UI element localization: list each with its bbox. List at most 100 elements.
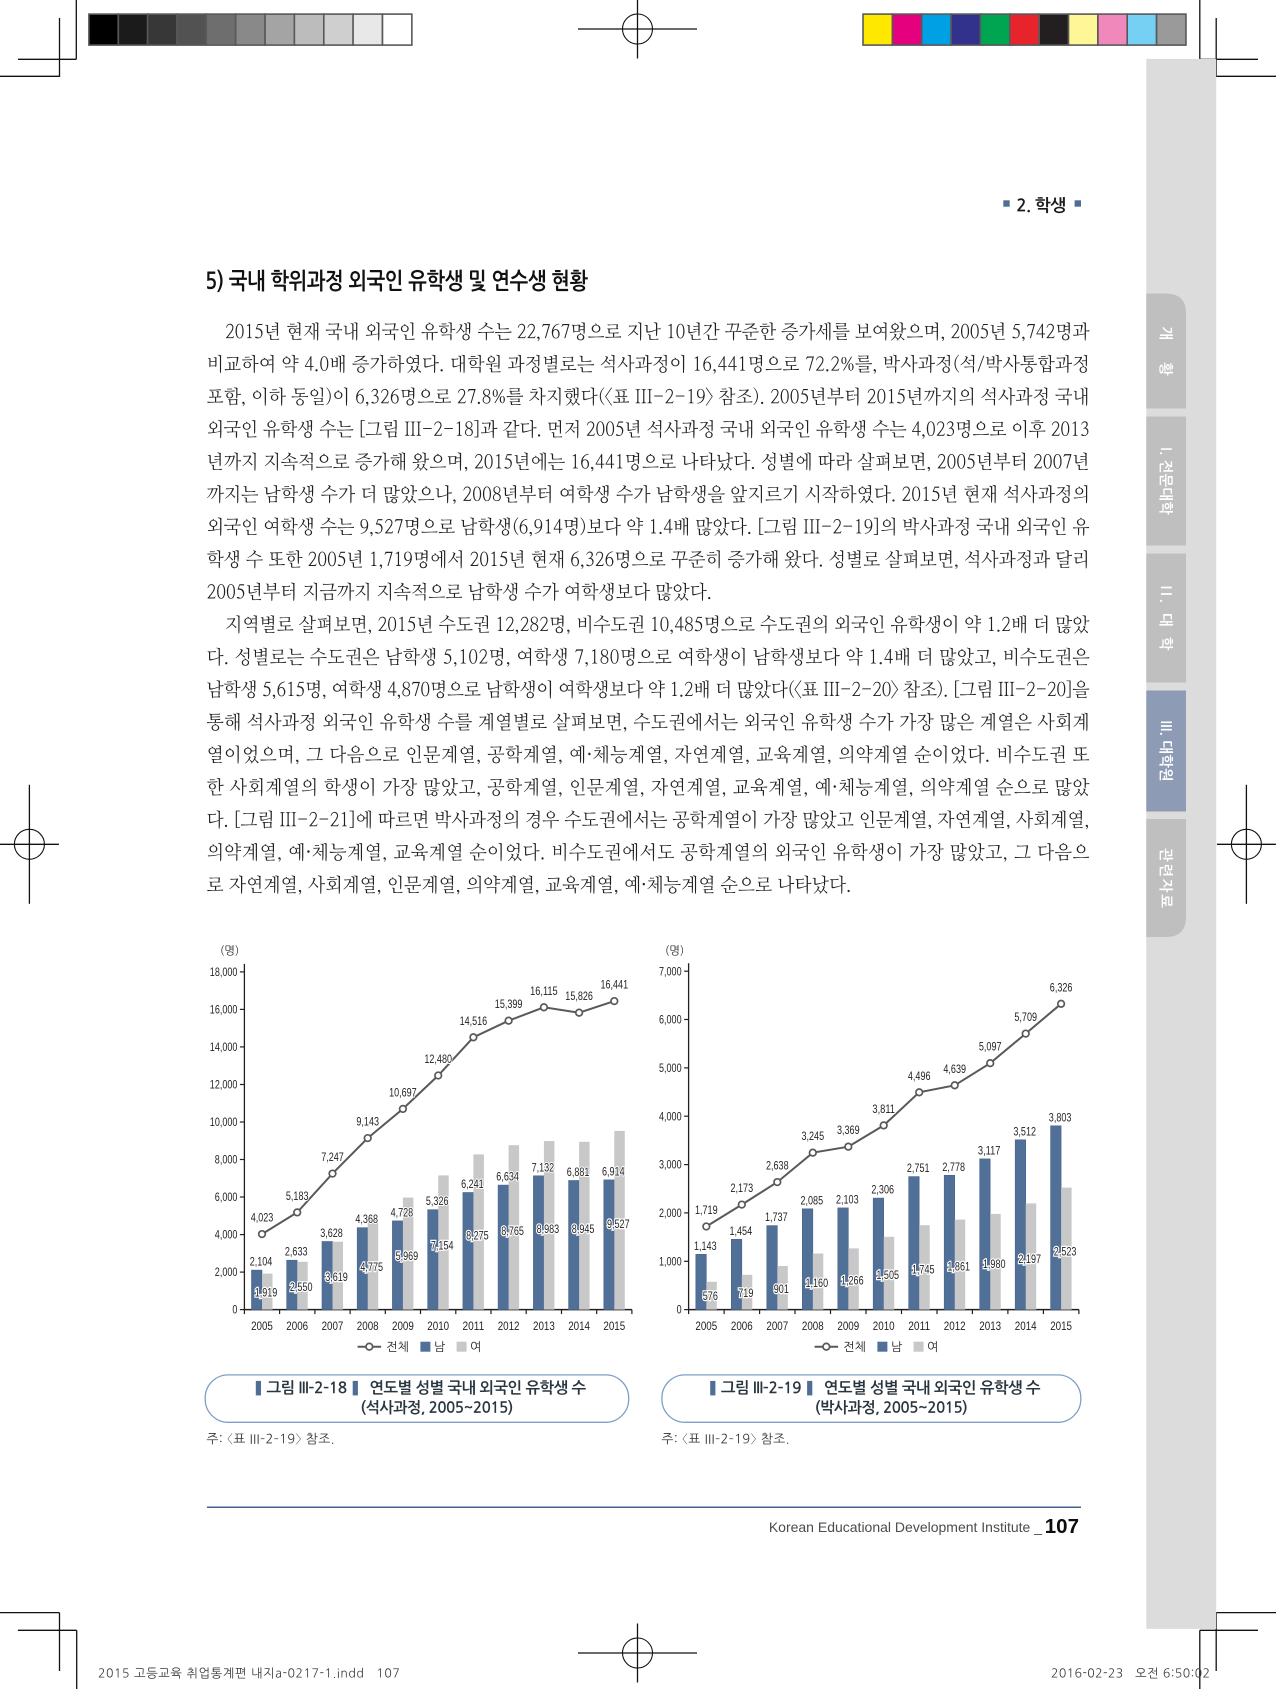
- svg-text:1,919: 1,919: [255, 1288, 278, 1300]
- svg-text:2012: 2012: [498, 1319, 520, 1333]
- svg-text:9,527: 9,527: [607, 1219, 630, 1231]
- svg-text:2014: 2014: [1015, 1319, 1037, 1333]
- svg-text:1,980: 1,980: [983, 1259, 1006, 1271]
- svg-text:1,861: 1,861: [947, 1262, 970, 1274]
- svg-text:2010: 2010: [873, 1319, 895, 1333]
- svg-text:1,745: 1,745: [912, 1264, 935, 1276]
- svg-text:6,914: 6,914: [602, 1166, 625, 1178]
- svg-text:6,881: 6,881: [567, 1167, 590, 1179]
- svg-text:18,000: 18,000: [210, 965, 238, 979]
- svg-text:5,097: 5,097: [979, 1042, 1002, 1054]
- svg-text:10,697: 10,697: [389, 1087, 417, 1099]
- svg-text:2006: 2006: [286, 1319, 308, 1333]
- svg-text:4,000: 4,000: [659, 1109, 682, 1123]
- svg-text:4,000: 4,000: [215, 1228, 238, 1242]
- svg-text:2,638: 2,638: [766, 1161, 789, 1173]
- svg-text:1,143: 1,143: [694, 1241, 717, 1253]
- svg-text:2007: 2007: [766, 1319, 788, 1333]
- svg-text:1,505: 1,505: [876, 1270, 899, 1282]
- svg-text:10,000: 10,000: [210, 1115, 238, 1129]
- svg-text:1,737: 1,737: [765, 1212, 788, 1224]
- svg-text:12,000: 12,000: [210, 1078, 238, 1092]
- svg-text:2,306: 2,306: [871, 1185, 894, 1197]
- svg-text:1,266: 1,266: [841, 1275, 864, 1287]
- svg-text:16,000: 16,000: [210, 1003, 238, 1017]
- svg-text:2,550: 2,550: [290, 1282, 313, 1294]
- svg-text:2014: 2014: [568, 1319, 590, 1333]
- svg-text:4,775: 4,775: [360, 1262, 383, 1274]
- svg-text:5,969: 5,969: [396, 1251, 419, 1263]
- svg-text:5,326: 5,326: [426, 1196, 449, 1208]
- svg-text:15,399: 15,399: [495, 999, 523, 1011]
- svg-text:3,369: 3,369: [837, 1125, 860, 1137]
- svg-text:8,000: 8,000: [215, 1153, 238, 1167]
- svg-text:1,719: 1,719: [695, 1205, 718, 1217]
- svg-text:2012: 2012: [944, 1319, 966, 1333]
- svg-text:7,247: 7,247: [321, 1152, 344, 1164]
- svg-text:3,245: 3,245: [802, 1131, 825, 1143]
- svg-text:2008: 2008: [357, 1319, 379, 1333]
- svg-text:2005: 2005: [251, 1319, 273, 1333]
- svg-text:16,441: 16,441: [601, 980, 629, 992]
- svg-text:12,480: 12,480: [424, 1054, 452, 1066]
- svg-text:2011: 2011: [463, 1319, 485, 1333]
- svg-text:2011: 2011: [908, 1319, 930, 1333]
- svg-text:8,275: 8,275: [466, 1230, 489, 1242]
- svg-text:9,143: 9,143: [356, 1117, 379, 1129]
- svg-text:2,000: 2,000: [215, 1265, 238, 1279]
- svg-text:1,000: 1,000: [659, 1254, 682, 1268]
- svg-text:14,000: 14,000: [210, 1040, 238, 1054]
- svg-text:3,803: 3,803: [1049, 1112, 1072, 1124]
- svg-text:8,983: 8,983: [537, 1224, 560, 1236]
- svg-text:3,628: 3,628: [320, 1228, 343, 1240]
- svg-text:2,173: 2,173: [731, 1183, 754, 1195]
- svg-text:2013: 2013: [979, 1319, 1001, 1333]
- svg-text:4,728: 4,728: [391, 1207, 414, 1219]
- svg-text:2008: 2008: [802, 1319, 824, 1333]
- svg-text:2,103: 2,103: [836, 1194, 859, 1206]
- svg-text:576: 576: [703, 1291, 718, 1303]
- svg-text:2009: 2009: [392, 1319, 414, 1333]
- svg-text:2,633: 2,633: [285, 1247, 308, 1259]
- svg-text:2007: 2007: [322, 1319, 344, 1333]
- svg-text:2005: 2005: [695, 1319, 717, 1333]
- svg-text:6,000: 6,000: [215, 1190, 238, 1204]
- svg-text:2,523: 2,523: [1054, 1246, 1077, 1258]
- svg-text:5,709: 5,709: [1014, 1012, 1037, 1024]
- svg-text:3,117: 3,117: [978, 1145, 1001, 1157]
- svg-text:14,516: 14,516: [460, 1016, 488, 1028]
- svg-text:8,765: 8,765: [501, 1226, 524, 1238]
- svg-text:16,115: 16,115: [530, 986, 558, 998]
- svg-text:2009: 2009: [837, 1319, 859, 1333]
- svg-text:2,778: 2,778: [942, 1162, 965, 1174]
- svg-text:1,454: 1,454: [730, 1226, 753, 1238]
- svg-text:901: 901: [774, 1284, 789, 1296]
- svg-text:6,000: 6,000: [659, 1013, 682, 1027]
- svg-text:7,000: 7,000: [659, 964, 682, 978]
- svg-text:4,023: 4,023: [251, 1213, 274, 1225]
- svg-text:2,000: 2,000: [659, 1206, 682, 1220]
- svg-text:4,368: 4,368: [355, 1214, 378, 1226]
- svg-text:2,085: 2,085: [801, 1195, 824, 1207]
- svg-text:3,619: 3,619: [325, 1272, 348, 1284]
- svg-text:4,496: 4,496: [908, 1071, 931, 1083]
- svg-text:3,811: 3,811: [872, 1104, 895, 1116]
- svg-text:6,634: 6,634: [496, 1172, 519, 1184]
- svg-text:3,512: 3,512: [1013, 1126, 1036, 1138]
- svg-text:15,826: 15,826: [565, 991, 593, 1003]
- svg-text:0: 0: [232, 1303, 237, 1317]
- svg-text:107: 107: [1045, 1515, 1079, 1538]
- svg-text:6,241: 6,241: [461, 1179, 484, 1191]
- svg-text:7,132: 7,132: [532, 1162, 555, 1174]
- svg-text:3,000: 3,000: [659, 1158, 682, 1172]
- svg-text:6,326: 6,326: [1050, 982, 1073, 994]
- svg-text:0: 0: [677, 1303, 682, 1317]
- svg-text:Korean Educational Development: Korean Educational Development Institute…: [769, 1519, 1042, 1535]
- svg-text:2013: 2013: [533, 1319, 555, 1333]
- svg-text:2,197: 2,197: [1018, 1254, 1041, 1266]
- svg-text:2,751: 2,751: [907, 1163, 930, 1175]
- svg-text:2015: 2015: [603, 1319, 625, 1333]
- svg-text:2015: 2015: [1050, 1319, 1072, 1333]
- svg-text:7,154: 7,154: [431, 1240, 454, 1252]
- svg-text:4,639: 4,639: [943, 1064, 966, 1076]
